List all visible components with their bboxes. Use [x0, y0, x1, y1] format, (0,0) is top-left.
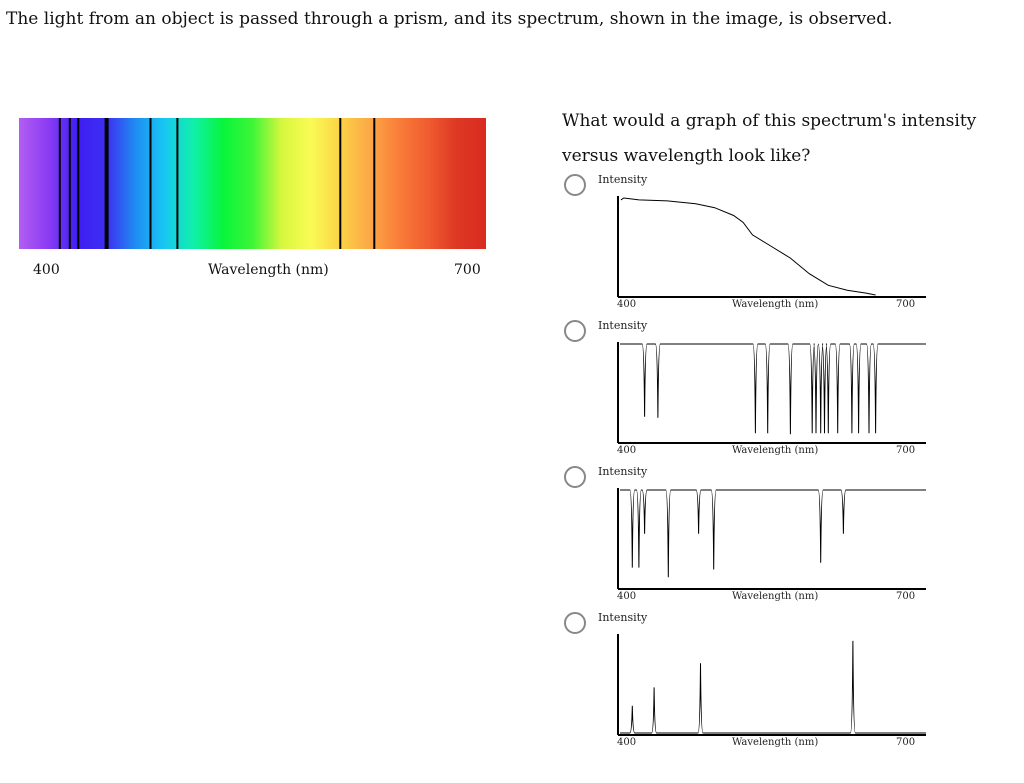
option-d-x-min-label: 400	[617, 737, 636, 748]
spectrum-line-427	[77, 118, 80, 249]
spectrum-line-636	[373, 118, 376, 249]
option-a-y-axis-label: Intensity	[598, 173, 648, 186]
spectrum-line-478	[149, 118, 152, 249]
spectrum-line-421	[68, 118, 71, 249]
option-a-x-max-label: 700	[896, 299, 915, 310]
option-a-radio[interactable]	[564, 174, 586, 196]
option-c-graph: Intensity 400 Wavelength (nm) 700	[598, 465, 926, 602]
option-d-graph: Intensity 400 Wavelength (nm) 700	[598, 611, 926, 748]
spectrum-bar	[19, 118, 486, 249]
option-c[interactable]: Intensity 400 Wavelength (nm) 700	[562, 465, 942, 606]
spectrum-x-max-label: 700	[454, 262, 481, 278]
option-a-series-line	[620, 197, 876, 296]
spectrum-x-axis-label: Wavelength (nm)	[208, 262, 329, 278]
option-c-x-axis-label: Wavelength (nm)	[732, 591, 818, 602]
option-a[interactable]: Intensity 400 Wavelength (nm) 700	[562, 173, 942, 314]
option-b[interactable]: Intensity 400 Wavelength (nm) 700	[562, 319, 942, 460]
spectrum-absorption-lines	[58, 118, 376, 249]
spectrum-line-612	[339, 118, 342, 249]
option-c-y-axis-label: Intensity	[598, 465, 648, 478]
option-a-x-min-label: 400	[617, 299, 636, 310]
option-d[interactable]: Intensity 400 Wavelength (nm) 700	[562, 611, 942, 752]
spectrum-x-min-label: 400	[33, 262, 60, 278]
spectrum-band	[19, 118, 486, 249]
spectrum-line-414	[58, 118, 61, 249]
option-d-radio[interactable]	[564, 612, 586, 634]
option-c-series-line	[620, 489, 926, 578]
question-intro: The light from an object is passed throu…	[6, 9, 893, 29]
option-b-x-max-label: 700	[896, 445, 915, 456]
option-b-radio[interactable]	[564, 320, 586, 342]
option-d-series-line	[620, 640, 926, 734]
option-a-x-axis-label: Wavelength (nm)	[732, 299, 818, 310]
option-b-graph: Intensity 400 Wavelength (nm) 700	[598, 319, 926, 456]
option-d-x-max-label: 700	[896, 737, 915, 748]
option-b-x-axis-label: Wavelength (nm)	[732, 445, 818, 456]
spectrum-line-497	[176, 118, 179, 249]
option-c-x-min-label: 400	[617, 591, 636, 602]
option-b-series-line	[620, 343, 926, 435]
spectrum-line-447	[104, 118, 109, 249]
question-prompt: What would a graph of this spectrum's in…	[562, 111, 977, 166]
option-a-graph: Intensity 400 Wavelength (nm) 700	[598, 173, 926, 310]
option-b-x-min-label: 400	[617, 445, 636, 456]
option-d-y-axis-label: Intensity	[598, 611, 648, 624]
option-c-x-max-label: 700	[896, 591, 915, 602]
option-d-x-axis-label: Wavelength (nm)	[732, 737, 818, 748]
option-c-radio[interactable]	[564, 466, 586, 488]
option-b-y-axis-label: Intensity	[598, 319, 648, 332]
spectrum-figure: 400 Wavelength (nm) 700	[19, 118, 487, 288]
